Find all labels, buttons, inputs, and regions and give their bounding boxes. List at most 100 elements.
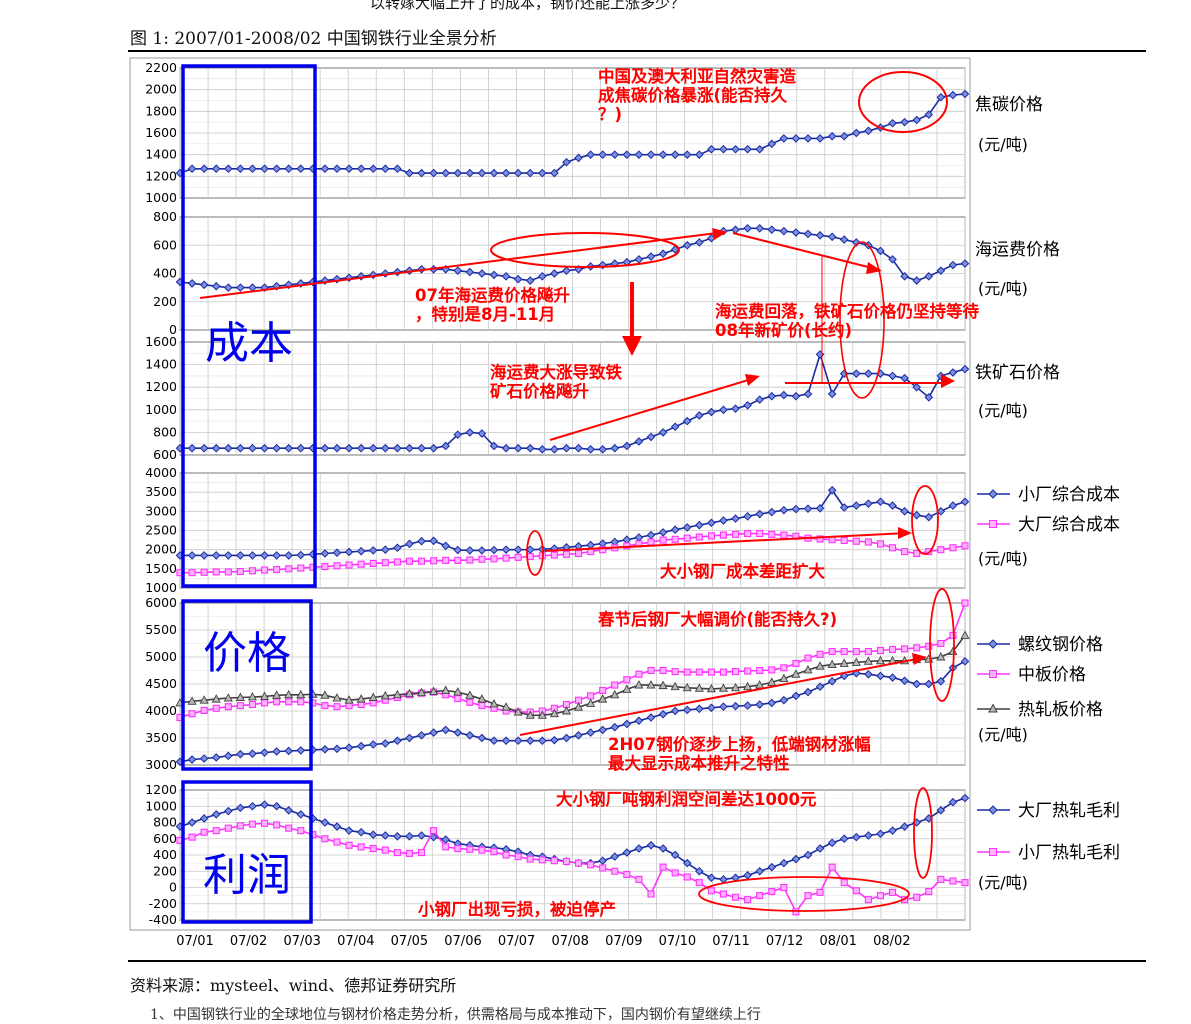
data-point	[744, 667, 752, 675]
data-point	[646, 252, 656, 261]
data-point	[864, 669, 873, 679]
annotation-arrow	[519, 657, 923, 736]
data-point	[297, 827, 305, 835]
data-point	[296, 689, 306, 699]
annotation-arrow	[732, 232, 881, 271]
data-point	[453, 687, 463, 696]
data-point	[501, 272, 511, 281]
x-tick-label: 07/11	[712, 934, 749, 949]
x-tick-label: 07/04	[337, 934, 374, 949]
data-point	[405, 733, 414, 743]
data-point	[743, 681, 753, 691]
data-point	[381, 559, 389, 567]
data-point	[501, 443, 511, 453]
data-point	[767, 698, 777, 708]
data-point	[901, 645, 909, 653]
unit-label: (元/吨)	[978, 279, 1028, 298]
data-point	[682, 682, 692, 692]
data-point	[429, 168, 438, 178]
data-point	[924, 110, 934, 119]
data-point	[211, 753, 221, 762]
data-point	[960, 89, 970, 99]
data-point	[465, 690, 475, 699]
data-point	[321, 835, 329, 843]
data-point	[320, 745, 330, 754]
y-tick-label: 1400	[145, 147, 177, 162]
data-point	[876, 829, 885, 839]
data-point	[260, 566, 269, 574]
data-point	[441, 541, 450, 551]
data-point	[502, 554, 510, 562]
annotation-text: 07年海运费价格飚升	[415, 285, 570, 305]
data-point	[622, 848, 632, 857]
data-point	[900, 822, 909, 831]
data-point	[478, 702, 486, 710]
data-point	[839, 503, 849, 512]
data-point	[683, 668, 691, 676]
data-point	[224, 164, 233, 174]
data-point	[320, 443, 330, 453]
y-tick-label: 3500	[145, 730, 177, 745]
data-point	[562, 857, 571, 866]
data-point	[960, 657, 970, 666]
data-point	[454, 695, 462, 703]
source-note: 资料来源：mysteel、wind、德邦证券研究所	[130, 976, 457, 995]
annotation-arrowhead	[622, 336, 642, 356]
data-point	[405, 557, 414, 565]
data-point	[755, 866, 764, 876]
y-tick-label: 1000	[145, 190, 177, 205]
data-point	[587, 692, 595, 700]
data-point	[791, 854, 801, 864]
data-point	[260, 443, 269, 453]
data-point	[296, 746, 306, 755]
data-point	[695, 150, 704, 159]
data-point	[852, 128, 861, 138]
data-point	[658, 709, 668, 719]
data-point	[924, 679, 934, 689]
data-point	[791, 504, 801, 514]
x-tick-label: 08/02	[873, 934, 910, 949]
data-point	[960, 364, 970, 374]
data-point	[562, 157, 571, 167]
data-point	[405, 168, 414, 178]
data-point	[900, 676, 909, 686]
data-point	[804, 892, 812, 900]
data-point	[658, 249, 668, 259]
data-point	[514, 853, 522, 861]
annotation-ellipse	[929, 588, 955, 702]
data-point	[489, 699, 499, 708]
data-point	[260, 164, 269, 174]
data-point	[948, 797, 958, 807]
data-point	[743, 223, 752, 233]
data-point	[864, 126, 873, 136]
legend-marker	[988, 703, 998, 713]
annotation-arrow	[544, 532, 908, 552]
legend-marker	[988, 489, 998, 499]
data-point	[755, 509, 764, 519]
unit-label: (元/吨)	[978, 873, 1028, 892]
data-point	[248, 443, 257, 453]
data-point	[381, 443, 390, 453]
data-point	[647, 666, 655, 675]
data-point	[501, 545, 511, 554]
data-point	[791, 691, 801, 701]
data-point	[332, 744, 342, 754]
data-point	[357, 843, 365, 851]
data-point	[224, 568, 232, 576]
legend-marker	[989, 848, 997, 856]
data-point	[273, 821, 281, 829]
data-point	[707, 407, 716, 417]
data-point	[465, 168, 475, 178]
data-point	[333, 562, 341, 570]
data-point	[417, 831, 426, 840]
data-point	[744, 530, 752, 538]
annotation-text: 大小钢厂成本差距扩大	[660, 561, 826, 581]
data-point	[369, 559, 377, 568]
data-point	[381, 739, 390, 748]
annotation-arrowhead	[898, 527, 912, 539]
legend-label: 热轧板价格	[1018, 700, 1103, 720]
data-point	[695, 520, 704, 530]
data-point	[767, 507, 777, 517]
data-point	[550, 445, 559, 454]
data-point	[199, 695, 209, 704]
